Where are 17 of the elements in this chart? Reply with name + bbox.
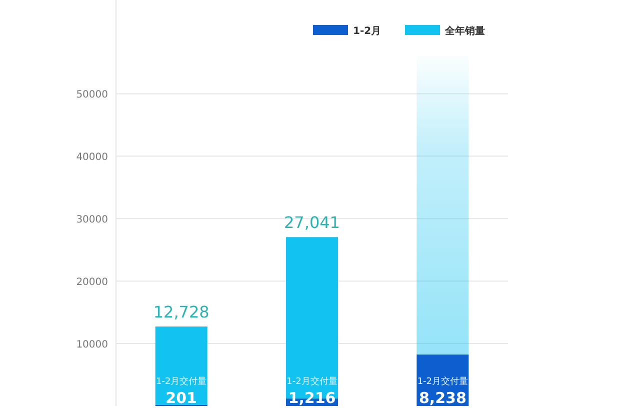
bar [416,56,469,355]
data-label: 201 [166,389,197,407]
total-label: 12,728 [153,302,210,322]
annotation: 1-2月交付量 [286,376,338,387]
annotation: 1-2月交付量 [156,376,207,387]
legend-label: 全年销量 [444,25,485,37]
legend-label: 1-2月 [353,26,382,37]
y-tick-label: 10000 [76,340,108,351]
data-label: 8,238 [418,389,466,407]
y-tick-label: 30000 [76,214,108,226]
annotation: 1-2月交付量 [417,376,468,387]
y-tick-label: 40000 [76,152,108,164]
data-label: 1,216 [288,389,336,407]
total-label: 27,041 [284,213,340,232]
y-tick-label: 50000 [76,90,108,101]
y-tick-label: 20000 [76,277,108,288]
bar [155,326,208,405]
